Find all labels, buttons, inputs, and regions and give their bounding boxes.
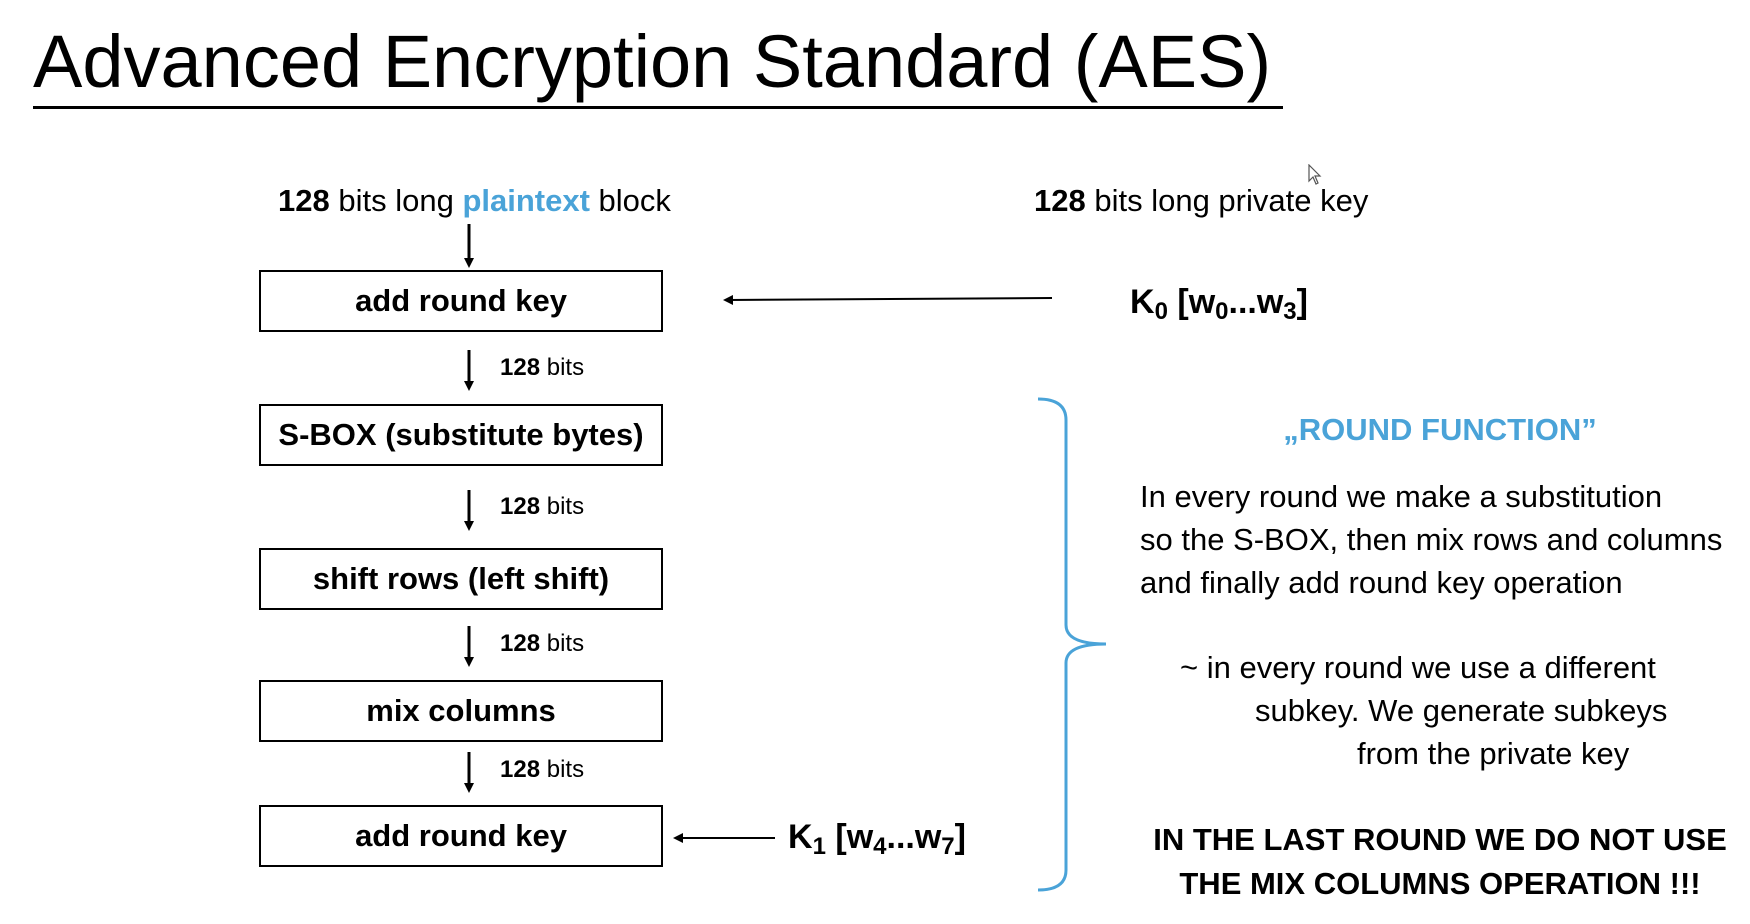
add-round-key-box-initial: add round key: [259, 270, 663, 332]
round-brace: [1037, 397, 1107, 892]
k0-label: K0 [w0...w3]: [1130, 283, 1308, 325]
round-function-paragraph: In every round we make a substitution so…: [1140, 475, 1722, 604]
note-line: ~ in every round we use a different: [1180, 650, 1656, 685]
title-underline: [33, 106, 1283, 109]
page-title: Advanced Encryption Standard (AES): [33, 20, 1272, 103]
box-label: add round key: [355, 283, 567, 318]
k0-mid: ...w: [1228, 283, 1284, 321]
bits-unit: bits: [540, 354, 585, 381]
add-round-key-box-final: add round key: [259, 805, 663, 867]
round-function-title: „ROUND FUNCTION”: [1283, 412, 1597, 447]
arrow-left: [723, 294, 1053, 305]
bits-num: 128: [500, 354, 541, 381]
k0-w-start: 0: [1215, 298, 1229, 325]
k0-k: K: [1130, 283, 1155, 321]
plaintext-label: 128 bits long plaintext block: [278, 183, 671, 219]
bits-label: 128 bits: [500, 756, 584, 784]
paragraph-line: In every round we make a substitution: [1140, 479, 1663, 514]
box-label: add round key: [355, 818, 567, 853]
plaintext-post: block: [589, 183, 671, 218]
bits-label: 128 bits: [500, 354, 584, 382]
bits-num: 128: [500, 630, 541, 657]
sbox-box: S-BOX (substitute bytes): [259, 404, 663, 466]
plaintext-bits: 128: [278, 183, 330, 218]
paragraph-line: and finally add round key operation: [1140, 565, 1623, 600]
private-key-bits: 128: [1034, 183, 1086, 218]
k1-w-end: 7: [941, 833, 955, 860]
last-round-note: IN THE LAST ROUND WE DO NOT USE THE MIX …: [1100, 818, 1750, 906]
note-line: IN THE LAST ROUND WE DO NOT USE: [1153, 822, 1727, 857]
bits-num: 128: [500, 493, 541, 520]
shift-rows-box: shift rows (left shift): [259, 548, 663, 610]
k1-open: [w: [825, 818, 874, 856]
private-key-label: 128 bits long private key: [1034, 183, 1368, 219]
bits-label: 128 bits: [500, 630, 584, 658]
k0-w-end: 3: [1283, 298, 1297, 325]
box-label: shift rows (left shift): [312, 561, 610, 596]
k1-mid: ...w: [886, 818, 942, 856]
bits-unit: bits: [540, 493, 585, 520]
box-label: mix columns: [366, 693, 556, 728]
bits-unit: bits: [540, 630, 585, 657]
plaintext-highlight: plaintext: [462, 183, 590, 218]
bits-unit: bits: [540, 756, 585, 783]
note-line: subkey. We generate subkeys: [1255, 693, 1668, 728]
k1-label: K1 [w4...w7]: [788, 818, 966, 860]
k0-close: ]: [1296, 283, 1308, 321]
mix-columns-box: mix columns: [259, 680, 663, 742]
k0-open: [w: [1167, 283, 1216, 321]
mouse-pointer-icon: [1308, 163, 1322, 191]
note-line: THE MIX COLUMNS OPERATION !!!: [1179, 866, 1701, 901]
k1-close: ]: [954, 818, 966, 856]
paragraph-line: so the S-BOX, then mix rows and columns: [1140, 522, 1723, 557]
plaintext-pre: bits long: [329, 183, 463, 218]
box-label: S-BOX (substitute bytes): [278, 417, 644, 452]
private-key-rest: bits long private key: [1085, 183, 1369, 218]
k1-k: K: [788, 818, 813, 856]
bits-label: 128 bits: [500, 493, 584, 521]
k0-sub: 0: [1154, 298, 1168, 325]
note-line: from the private key: [1357, 736, 1630, 771]
subkey-note: ~ in every round we use a different subk…: [1180, 646, 1667, 775]
bits-num: 128: [500, 756, 541, 783]
k1-w-start: 4: [873, 833, 887, 860]
k1-sub: 1: [812, 833, 826, 860]
